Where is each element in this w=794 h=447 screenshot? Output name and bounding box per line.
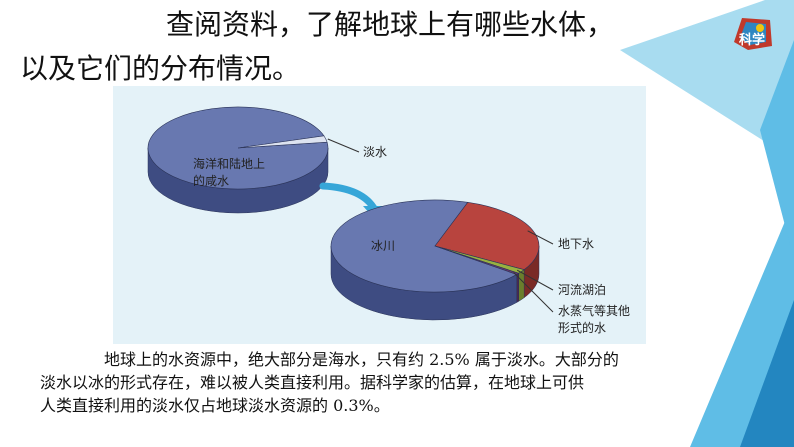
slide-title-line-2: 以及它们的分布情况。 — [20, 52, 301, 85]
label-fresh-water: 淡水 — [363, 145, 388, 159]
label-vapor-other: 水蒸气等其他形式的水 — [558, 304, 631, 335]
label-groundwater: 地下水 — [558, 237, 595, 251]
slide-title-line-1: 查阅资料，了解地球上有哪些水体， — [166, 8, 615, 41]
explanation-paragraph: 地球上的水资源中，绝大部分是海水，只有约 2.5% 属于淡水。大部分的 淡水以冰… — [40, 348, 772, 417]
label-glacier: 冰川 — [371, 239, 396, 253]
water-distribution-figure: 海洋和陆地上的咸水 淡水 冰川 地下水 河流湖泊 水蒸气等其他形式的水 — [113, 86, 646, 344]
leader-fresh-water — [327, 138, 360, 153]
pie2-slice-3 — [434, 245, 520, 275]
paragraph-line-2: 淡水以冰的形式存在，难以被人类直接利用。据科学家的估算，在地球上可供 — [40, 373, 585, 392]
paragraph-line-1: 地球上的水资源中，绝大部分是海水，只有约 2.5% 属于淡水。大部分的 — [104, 350, 619, 369]
leader-lakes-rivers — [516, 269, 554, 291]
leader-groundwater — [527, 230, 554, 245]
label-salt-water: 海洋和陆地上的咸水 — [193, 157, 266, 188]
logo-text: 科学 — [739, 32, 765, 48]
paragraph-line-3: 人类直接利用的淡水仅占地球淡水资源的 0.3%。 — [40, 396, 390, 415]
pie-charts-svg — [147, 106, 554, 321]
pie1-slice-1 — [237, 135, 328, 149]
accent-sliver — [760, 40, 794, 260]
pie2-slice-0 — [330, 199, 518, 293]
leader-vapor-other — [513, 272, 554, 313]
pie2-side-2 — [518, 269, 525, 302]
accent-band-dark — [740, 300, 794, 447]
label-lakes-rivers: 河流湖泊 — [558, 283, 607, 297]
science-logo: 科学 — [734, 18, 772, 50]
